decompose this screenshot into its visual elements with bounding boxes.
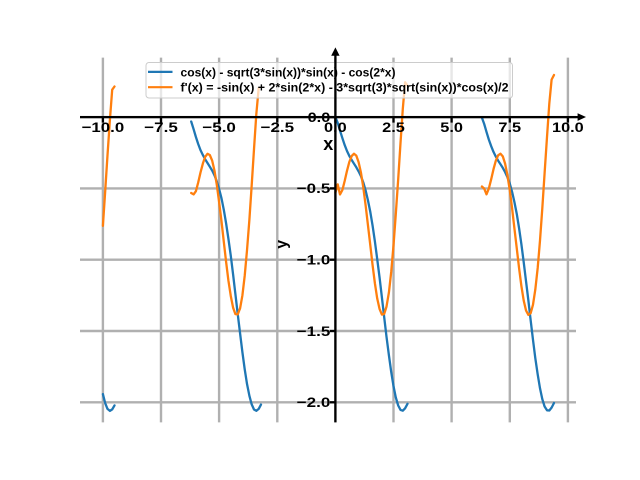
svg-text:−2.0: −2.0	[297, 394, 331, 410]
svg-text:y: y	[274, 240, 291, 249]
svg-text:2.5: 2.5	[382, 119, 405, 135]
svg-text:7.5: 7.5	[498, 119, 521, 135]
svg-text:10.0: 10.0	[552, 119, 584, 135]
svg-text:−1.0: −1.0	[297, 252, 331, 268]
svg-text:−5.0: −5.0	[202, 119, 236, 135]
svg-text:f'(x) = -sin(x) + 2*sin(2*x) -: f'(x) = -sin(x) + 2*sin(2*x) - 3*sqrt(3)…	[181, 81, 509, 95]
svg-text:cos(x) - sqrt(3*sin(x))*sin(x): cos(x) - sqrt(3*sin(x))*sin(x) - cos(2*x…	[181, 65, 396, 79]
svg-text:−2.5: −2.5	[261, 119, 295, 135]
svg-text:−10.0: −10.0	[82, 119, 125, 135]
svg-text:−1.5: −1.5	[297, 323, 331, 339]
svg-text:−7.5: −7.5	[144, 119, 178, 135]
svg-text:−0.5: −0.5	[297, 180, 331, 196]
svg-text:x: x	[323, 134, 333, 154]
svg-text:5.0: 5.0	[440, 119, 463, 135]
